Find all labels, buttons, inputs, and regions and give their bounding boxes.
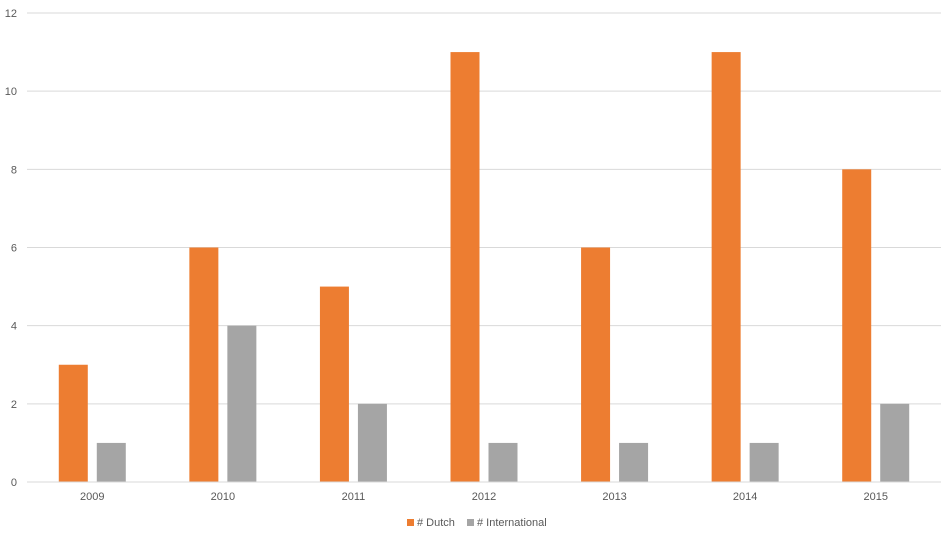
y-tick-label: 0 (11, 477, 17, 489)
x-tick-label: 2013 (602, 491, 626, 503)
bar-dutch-2013 (581, 247, 611, 482)
x-tick-label: 2011 (342, 491, 366, 503)
legend: # Dutch # International (407, 517, 547, 529)
y-tick-label: 6 (11, 243, 17, 255)
legend-label: # Dutch (417, 517, 455, 529)
legend-swatch (407, 519, 414, 526)
bar-international-2012 (488, 442, 518, 482)
bar-dutch-2014 (711, 52, 741, 482)
bar-dutch-2010 (189, 247, 219, 482)
bar-dutch-2012 (450, 52, 480, 482)
gridlines (27, 12, 941, 405)
x-tick-label: 2015 (863, 491, 887, 503)
bar-international-2011 (357, 403, 387, 482)
bars (58, 52, 910, 483)
y-tick-label: 12 (5, 8, 17, 20)
legend-label: # International (477, 517, 547, 529)
x-axis-tick-labels: 2009 2010 2011 2012 2013 2014 2015 (80, 491, 888, 503)
bar-dutch-2011 (319, 286, 349, 482)
y-tick-label: 10 (5, 86, 17, 98)
y-tick-label: 2 (11, 399, 17, 411)
bar-international-2014 (749, 442, 779, 482)
x-tick-label: 2012 (472, 491, 496, 503)
bar-international-2010 (227, 325, 257, 482)
x-tick-label: 2010 (211, 491, 235, 503)
bar-international-2013 (619, 442, 649, 482)
y-axis-tick-labels: 0 2 4 6 8 10 12 (5, 8, 17, 489)
y-tick-label: 4 (11, 321, 17, 333)
legend-swatch (467, 519, 474, 526)
bar-international-2009 (96, 442, 126, 482)
bar-dutch-2009 (58, 364, 88, 482)
x-tick-label: 2014 (733, 491, 757, 503)
y-tick-label: 8 (11, 164, 17, 176)
bar-international-2015 (880, 403, 910, 482)
bar-dutch-2015 (842, 169, 872, 483)
x-tick-label: 2009 (80, 491, 104, 503)
